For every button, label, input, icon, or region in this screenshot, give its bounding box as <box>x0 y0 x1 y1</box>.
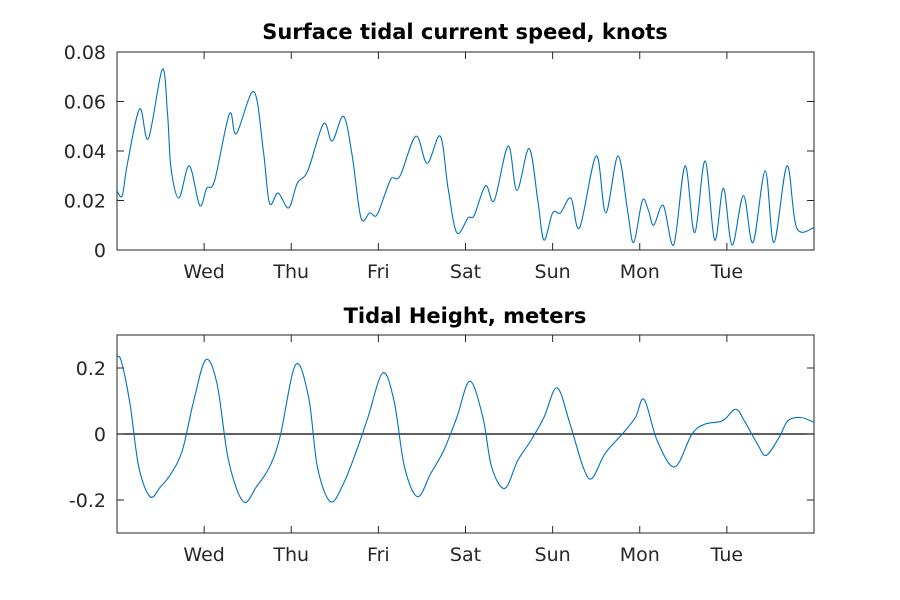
current-speed-y-tick-label: 0.06 <box>64 92 106 114</box>
current-speed-x-tick-label: Sun <box>535 261 571 283</box>
current-speed-y-tick-label: 0.04 <box>64 141 106 163</box>
tidal-height-x-tick-label: Tue <box>710 544 743 566</box>
tidal-height-line <box>116 355 815 504</box>
current-speed-chart: Surface tidal current speed, knots Wed Th… <box>64 20 815 283</box>
current-speed-x-tick-label: Wed <box>183 261 224 283</box>
current-speed-y-tick-label: 0 <box>94 240 106 262</box>
current-speed-x-tick-label: Mon <box>620 261 660 283</box>
current-speed-line <box>116 68 815 246</box>
current-speed-y-tick-label: 0.08 <box>64 42 106 64</box>
current-speed-title: Surface tidal current speed, knots <box>262 20 668 44</box>
tidal-height-ticks: Wed Thu Fri Sat Sun Mon Tue -0.2 0 0.2 <box>69 335 814 566</box>
tidal-height-x-tick-label: Mon <box>620 544 660 566</box>
current-speed-axes-box <box>116 51 815 251</box>
current-speed-ticks: Wed Thu Fri Sat Sun Mon Tue 0 0.02 0.04 0.06 0.08 <box>64 42 814 283</box>
tidal-height-title: Tidal Height, meters <box>344 304 587 328</box>
tidal-height-y-tick-label: -0.2 <box>69 490 106 512</box>
current-speed-y-tick-label: 0.02 <box>64 191 106 213</box>
tidal-height-chart: Tidal Height, meters Wed Thu Fri Sat Sun Mon T… <box>69 304 815 566</box>
tidal-height-y-tick-label: 0.2 <box>76 358 106 380</box>
tidal-height-y-tick-label: 0 <box>94 424 106 446</box>
tidal-height-x-tick-label: Sat <box>450 544 481 566</box>
current-speed-x-tick-label: Thu <box>272 261 309 283</box>
tidal-height-x-tick-label: Sun <box>535 544 571 566</box>
current-speed-x-tick-label: Fri <box>367 261 390 283</box>
current-speed-x-tick-label: Sat <box>450 261 481 283</box>
tidal-height-x-tick-label: Wed <box>183 544 224 566</box>
current-speed-x-tick-label: Tue <box>710 261 743 283</box>
tidal-height-x-tick-label: Fri <box>367 544 390 566</box>
tidal-height-x-tick-label: Thu <box>272 544 309 566</box>
